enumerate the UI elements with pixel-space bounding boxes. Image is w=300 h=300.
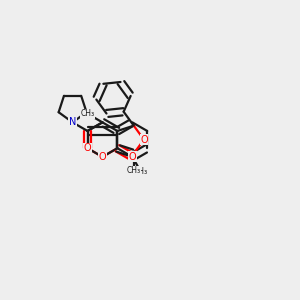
Text: O: O bbox=[128, 152, 136, 162]
Text: O: O bbox=[140, 135, 148, 145]
Text: O: O bbox=[84, 143, 91, 153]
Text: CH₃: CH₃ bbox=[80, 109, 94, 118]
Text: N: N bbox=[69, 117, 76, 128]
Text: CH₃: CH₃ bbox=[127, 166, 141, 175]
Text: CH₃: CH₃ bbox=[134, 167, 148, 176]
Text: O: O bbox=[99, 152, 106, 162]
